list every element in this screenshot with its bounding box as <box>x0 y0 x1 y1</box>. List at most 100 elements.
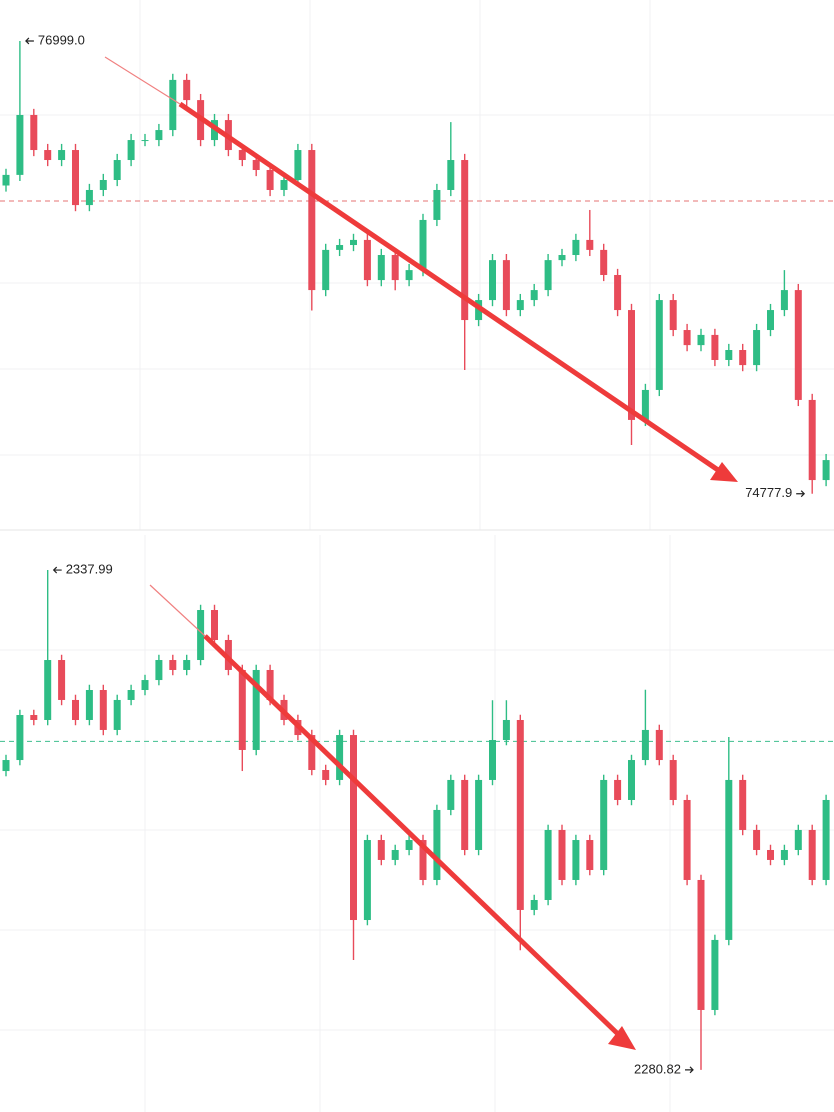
candle-body <box>322 769 330 780</box>
candle-body <box>600 779 608 871</box>
candle-body <box>308 735 316 770</box>
candle-body <box>72 699 79 720</box>
candle-body <box>322 249 330 291</box>
candle-body <box>530 290 538 301</box>
candle-body <box>489 740 496 780</box>
candle-body <box>586 840 594 871</box>
candle-body <box>113 160 121 180</box>
candle-body <box>127 140 135 161</box>
candle-body <box>169 79 177 131</box>
candle-body <box>99 179 107 190</box>
candle-body <box>308 150 316 291</box>
candle-body <box>141 140 149 142</box>
trend-line-thin <box>104 56 181 105</box>
candle-body <box>808 829 816 880</box>
max-price-label: 76999.0 <box>38 32 85 47</box>
candle-body <box>197 610 205 661</box>
candle-body <box>224 639 232 670</box>
candle-body <box>502 719 510 741</box>
candle-body <box>641 729 649 761</box>
candle-body <box>2 760 10 772</box>
candle-body <box>780 849 788 860</box>
candle-body <box>336 735 344 780</box>
candle-body <box>502 260 510 311</box>
label-arrow <box>796 490 806 498</box>
candle-body <box>183 79 191 101</box>
candle-body <box>586 239 594 250</box>
candle-body <box>725 350 733 360</box>
candle-body <box>363 840 371 921</box>
candle-body <box>363 239 371 281</box>
candle-body <box>711 334 719 360</box>
candle-body <box>447 779 455 810</box>
candle-body <box>238 150 246 161</box>
candle-body <box>72 150 79 206</box>
candle-body <box>433 809 441 880</box>
candle-body <box>85 690 93 720</box>
candle-body <box>530 899 538 910</box>
candle-body <box>655 729 663 761</box>
candle-body <box>697 334 705 346</box>
candle-body <box>697 879 705 1010</box>
candle-body <box>433 189 441 220</box>
candle-body <box>794 290 802 400</box>
candle-body <box>44 660 52 720</box>
candle-body <box>669 760 677 800</box>
candle-body <box>350 735 357 921</box>
candle-body <box>822 460 830 481</box>
candle-body <box>600 249 608 275</box>
candle-body <box>350 239 357 246</box>
labels: 76999.0 74777.9 2337.99 2280.82 <box>25 32 806 1076</box>
candle-body <box>266 669 274 700</box>
candle-body <box>30 114 38 151</box>
candle-body <box>155 130 163 141</box>
trend-line <box>203 634 622 1038</box>
label-arrow <box>685 1066 694 1074</box>
candle-body <box>447 160 455 190</box>
candle-body <box>489 260 496 301</box>
candle-body <box>252 669 260 750</box>
candle-body <box>739 350 747 366</box>
candle-body <box>739 779 747 830</box>
candlestick-chart <box>0 570 834 1070</box>
candle-body <box>558 829 566 880</box>
candle-body <box>516 300 524 311</box>
candle-body <box>516 719 524 910</box>
candle-body <box>405 270 413 281</box>
candle-body <box>30 715 38 720</box>
candle-body <box>767 310 774 331</box>
candle-body <box>266 170 274 190</box>
candle-body <box>44 150 52 161</box>
candle-body <box>419 219 427 271</box>
candle-body <box>99 690 107 730</box>
candle-body <box>628 310 635 420</box>
candle-body <box>155 660 163 681</box>
candle-body <box>794 829 802 850</box>
max-price-label: 2337.99 <box>66 561 113 576</box>
charts <box>0 40 834 1070</box>
candle-body <box>614 274 622 311</box>
candle-body <box>58 660 66 700</box>
arrow-head <box>710 462 738 482</box>
candle-body <box>808 399 816 481</box>
candle-body <box>405 840 413 850</box>
arrow-head <box>608 1026 636 1050</box>
candle-body <box>669 300 677 331</box>
candle-body <box>544 260 552 291</box>
candle-body <box>725 779 733 940</box>
candle-body <box>822 799 830 880</box>
trend-line <box>178 101 720 473</box>
candle-body <box>16 715 24 761</box>
candle-body <box>113 699 121 730</box>
candle-body <box>294 150 302 180</box>
min-price-label: 74777.9 <box>745 485 792 500</box>
candle-body <box>377 840 385 860</box>
candle-body <box>475 779 483 850</box>
label-arrow <box>25 37 34 45</box>
candle-body <box>58 150 66 161</box>
candle-body <box>628 760 635 800</box>
candle-body <box>183 660 191 670</box>
candle-body <box>767 849 774 860</box>
candle-body <box>141 680 149 691</box>
